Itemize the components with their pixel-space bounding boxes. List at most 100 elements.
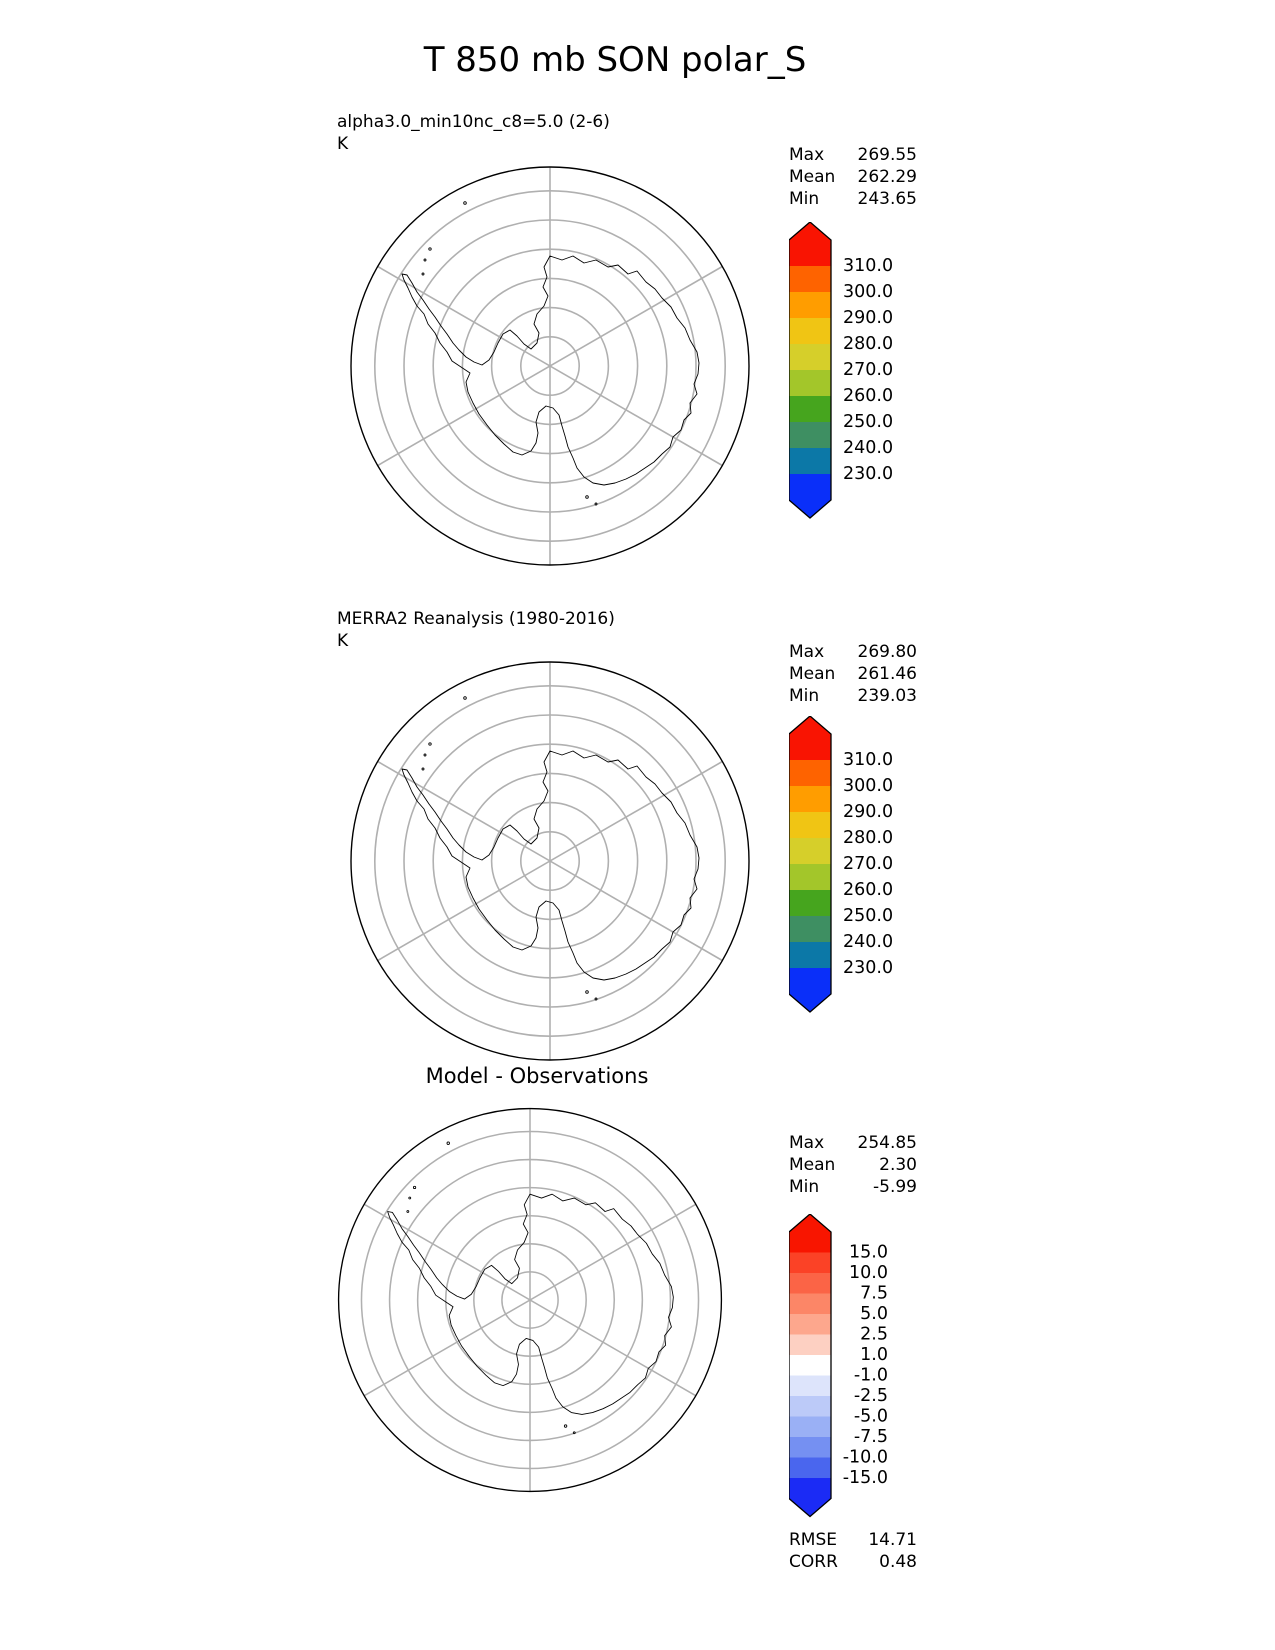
colorbar-bottom-arrow bbox=[789, 1498, 831, 1517]
colorbar-top-arrow bbox=[789, 1214, 831, 1232]
stat-value: 254.85 bbox=[857, 1133, 917, 1153]
stat-value: -5.99 bbox=[873, 1177, 917, 1197]
colorbar-tick-label: 290.0 bbox=[843, 802, 893, 822]
metric-label: RMSE bbox=[789, 1530, 838, 1550]
colorbar-band bbox=[789, 786, 831, 812]
colorbar-top-arrow bbox=[789, 716, 831, 734]
colorbar-tick-label: 300.0 bbox=[843, 776, 893, 796]
colorbar-band bbox=[789, 812, 831, 838]
colorbar-band bbox=[789, 838, 831, 864]
stat-label: Mean bbox=[789, 1155, 836, 1175]
stat-label: Mean bbox=[789, 167, 836, 187]
colorbar-tick-label: 1.0 bbox=[860, 1345, 888, 1365]
colorbar-band bbox=[789, 1375, 831, 1396]
colorbar-tick-label: 10.0 bbox=[849, 1263, 888, 1283]
colorbar-tick-label: -7.5 bbox=[854, 1427, 888, 1447]
colorbar-tick-label: -10.0 bbox=[843, 1448, 888, 1468]
panel-reanalysis-colorbar: 310.0 300.0 290.0 280.0 270.0 260.0 250.… bbox=[789, 716, 893, 1013]
stat-label: Max bbox=[789, 145, 825, 165]
stat-row: Mean 261.46 bbox=[789, 663, 917, 685]
stat-label: Min bbox=[789, 1177, 820, 1197]
stat-row: Max 254.85 bbox=[789, 1132, 917, 1154]
colorbar-outline bbox=[789, 222, 832, 519]
colorbar-tick-label: 230.0 bbox=[843, 958, 893, 978]
colorbar-tick-label: 270.0 bbox=[843, 360, 893, 380]
stat-row: Max 269.55 bbox=[789, 144, 917, 166]
colorbar-tick-label: 260.0 bbox=[843, 386, 893, 406]
colorbar-band bbox=[789, 422, 831, 448]
colorbar-tick-label: 260.0 bbox=[843, 880, 893, 900]
colorbar-band bbox=[789, 968, 831, 994]
colorbar-band bbox=[789, 266, 831, 292]
colorbar-band bbox=[789, 1416, 831, 1437]
colorbar-tick-label: -1.0 bbox=[854, 1366, 888, 1386]
colorbar-band bbox=[789, 1334, 831, 1355]
stat-label: Min bbox=[789, 686, 820, 706]
colorbar-tick-label: -15.0 bbox=[843, 1468, 888, 1488]
colorbar-band bbox=[789, 760, 831, 786]
stat-row: Mean 262.29 bbox=[789, 166, 917, 188]
colorbar-band bbox=[789, 916, 831, 942]
colorbar-band bbox=[789, 1457, 831, 1478]
panel-model-stats: Max 269.55 Mean 262.29 Min 243.65 bbox=[789, 144, 917, 210]
colorbar-bottom-arrow bbox=[789, 500, 831, 518]
stat-row: Mean 2.30 bbox=[789, 1154, 917, 1176]
panel-reanalysis-subtitle: MERRA2 Reanalysis (1980-2016) bbox=[337, 609, 615, 629]
panel-difference-stats: Max 254.85 Mean 2.30 Min -5.99 bbox=[789, 1132, 917, 1198]
panel-difference-colorbar: 15.0 10.0 7.5 5.0 2.5 1.0 -1.0 -2.5 -5.0… bbox=[789, 1214, 888, 1518]
colorbar-tick-label: 5.0 bbox=[860, 1304, 888, 1324]
colorbar-tick-label: 270.0 bbox=[843, 854, 893, 874]
stat-value: 2.30 bbox=[879, 1155, 917, 1175]
colorbar-band bbox=[789, 474, 831, 500]
metric-row: RMSE 14.71 bbox=[789, 1529, 917, 1551]
panel-model-subtitle: alpha3.0_min10nc_c8=5.0 (2-6) bbox=[337, 112, 610, 132]
stat-label: Mean bbox=[789, 664, 836, 684]
colorbar-band bbox=[789, 1252, 831, 1273]
colorbar-tick-label: 310.0 bbox=[843, 256, 893, 276]
colorbar-bottom-arrow bbox=[789, 994, 831, 1012]
stat-row: Min 239.03 bbox=[789, 685, 917, 707]
panel-difference-title: Model - Observations bbox=[425, 1064, 649, 1088]
panel-reanalysis-stats: Max 269.80 Mean 261.46 Min 239.03 bbox=[789, 641, 917, 707]
panel-difference-map bbox=[328, 1098, 732, 1502]
colorbar-tick-label: 310.0 bbox=[843, 750, 893, 770]
metric-value: 14.71 bbox=[868, 1530, 917, 1550]
stat-row: Min 243.65 bbox=[789, 188, 917, 210]
colorbar-tick-label: 290.0 bbox=[843, 308, 893, 328]
metric-label: CORR bbox=[789, 1552, 838, 1572]
colorbar-tick-label: -5.0 bbox=[854, 1407, 888, 1427]
colorbar-band bbox=[789, 370, 831, 396]
colorbar-band bbox=[789, 344, 831, 370]
colorbar-tick-label: 280.0 bbox=[843, 334, 893, 354]
stat-row: Min -5.99 bbox=[789, 1176, 917, 1198]
colorbar-tick-label: 250.0 bbox=[843, 412, 893, 432]
colorbar-band bbox=[789, 1232, 831, 1253]
figure-title: T 850 mb SON polar_S bbox=[423, 40, 807, 80]
stat-row: Max 269.80 bbox=[789, 641, 917, 663]
colorbar-tick-label: 240.0 bbox=[843, 932, 893, 952]
stat-label: Max bbox=[789, 642, 825, 662]
colorbar-tick-label: 2.5 bbox=[860, 1325, 888, 1345]
colorbar-band bbox=[789, 1437, 831, 1458]
metric-row: CORR 0.48 bbox=[789, 1551, 917, 1573]
panel-reanalysis-map bbox=[340, 651, 760, 1071]
stat-label: Max bbox=[789, 1133, 825, 1153]
colorbar-tick-label: 280.0 bbox=[843, 828, 893, 848]
stat-value: 239.03 bbox=[857, 686, 917, 706]
stat-value: 269.55 bbox=[857, 145, 917, 165]
colorbar-band bbox=[789, 396, 831, 422]
stat-label: Min bbox=[789, 189, 820, 209]
colorbar-band bbox=[789, 1355, 831, 1376]
colorbar-tick-label: 7.5 bbox=[860, 1284, 888, 1304]
colorbar-band bbox=[789, 318, 831, 344]
stat-value: 262.29 bbox=[857, 167, 917, 187]
colorbar-band bbox=[789, 240, 831, 266]
colorbar-tick-label: 240.0 bbox=[843, 438, 893, 458]
colorbar-band bbox=[789, 1273, 831, 1294]
colorbar-band bbox=[789, 448, 831, 474]
colorbar-tick-label: 15.0 bbox=[849, 1243, 888, 1263]
colorbar-band bbox=[789, 890, 831, 916]
colorbar-tick-label: 230.0 bbox=[843, 464, 893, 484]
panel-model-map bbox=[340, 156, 760, 576]
colorbar-outline bbox=[789, 716, 832, 1013]
